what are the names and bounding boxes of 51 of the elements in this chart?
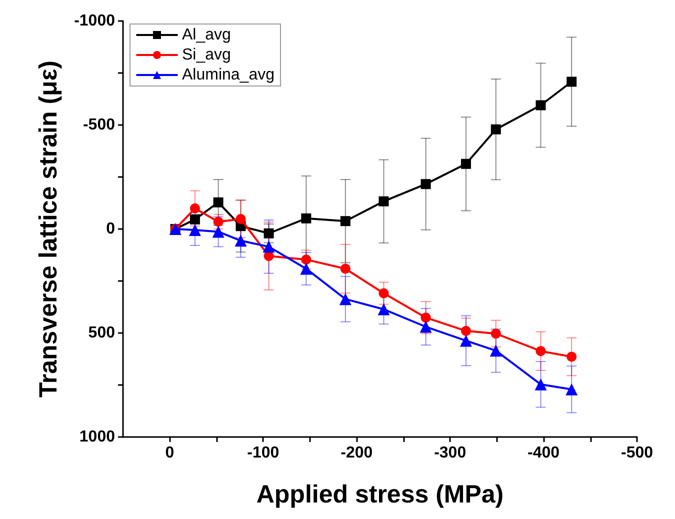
point: [236, 214, 246, 224]
point: [190, 214, 200, 224]
legend-label: Si_avg: [182, 46, 231, 64]
point: [378, 196, 389, 206]
point: [212, 226, 224, 238]
point: [340, 216, 350, 226]
point: [378, 303, 390, 316]
point: [420, 179, 431, 190]
x-tick-label: -100: [247, 444, 280, 462]
point: [420, 312, 431, 323]
point: [420, 320, 432, 333]
x-tick-label: -400: [528, 444, 560, 462]
point: [460, 326, 471, 336]
point: [264, 251, 274, 262]
y-tick-label: -1000: [74, 12, 116, 30]
point: [264, 228, 274, 238]
point: [490, 344, 502, 357]
point: [378, 288, 389, 298]
x-tick-label: -300: [434, 444, 466, 462]
point: [300, 262, 312, 275]
legend-label: Al_avg: [182, 26, 231, 44]
y-tick-label: 1000: [79, 428, 116, 446]
x-tick-label: -200: [340, 444, 373, 462]
point: [234, 234, 247, 247]
point: [490, 328, 501, 339]
x-tick-label: 0: [165, 444, 174, 462]
point: [213, 197, 224, 208]
point: [213, 216, 224, 227]
point: [490, 124, 501, 134]
point: [339, 293, 352, 306]
point: [340, 264, 350, 274]
point: [301, 213, 312, 224]
point: [566, 352, 577, 362]
point: [188, 224, 201, 236]
point: [301, 254, 312, 265]
point: [190, 203, 200, 214]
point: [534, 378, 547, 390]
y-tick-label: 0: [106, 220, 116, 238]
y-tick-label: -500: [82, 116, 116, 134]
y-axis-title: Transverse lattice strain (με): [34, 60, 62, 398]
y-tick-label: 500: [88, 324, 116, 342]
point: [566, 76, 577, 87]
point: [262, 240, 275, 253]
point: [460, 334, 472, 347]
point: [536, 100, 546, 110]
point: [460, 158, 471, 169]
x-axis-title: Applied stress (MPa): [256, 480, 504, 508]
legend-label: Alumina_avg: [182, 66, 274, 84]
x-tick-label: -500: [620, 444, 654, 462]
point: [566, 383, 578, 396]
point: [536, 346, 546, 356]
